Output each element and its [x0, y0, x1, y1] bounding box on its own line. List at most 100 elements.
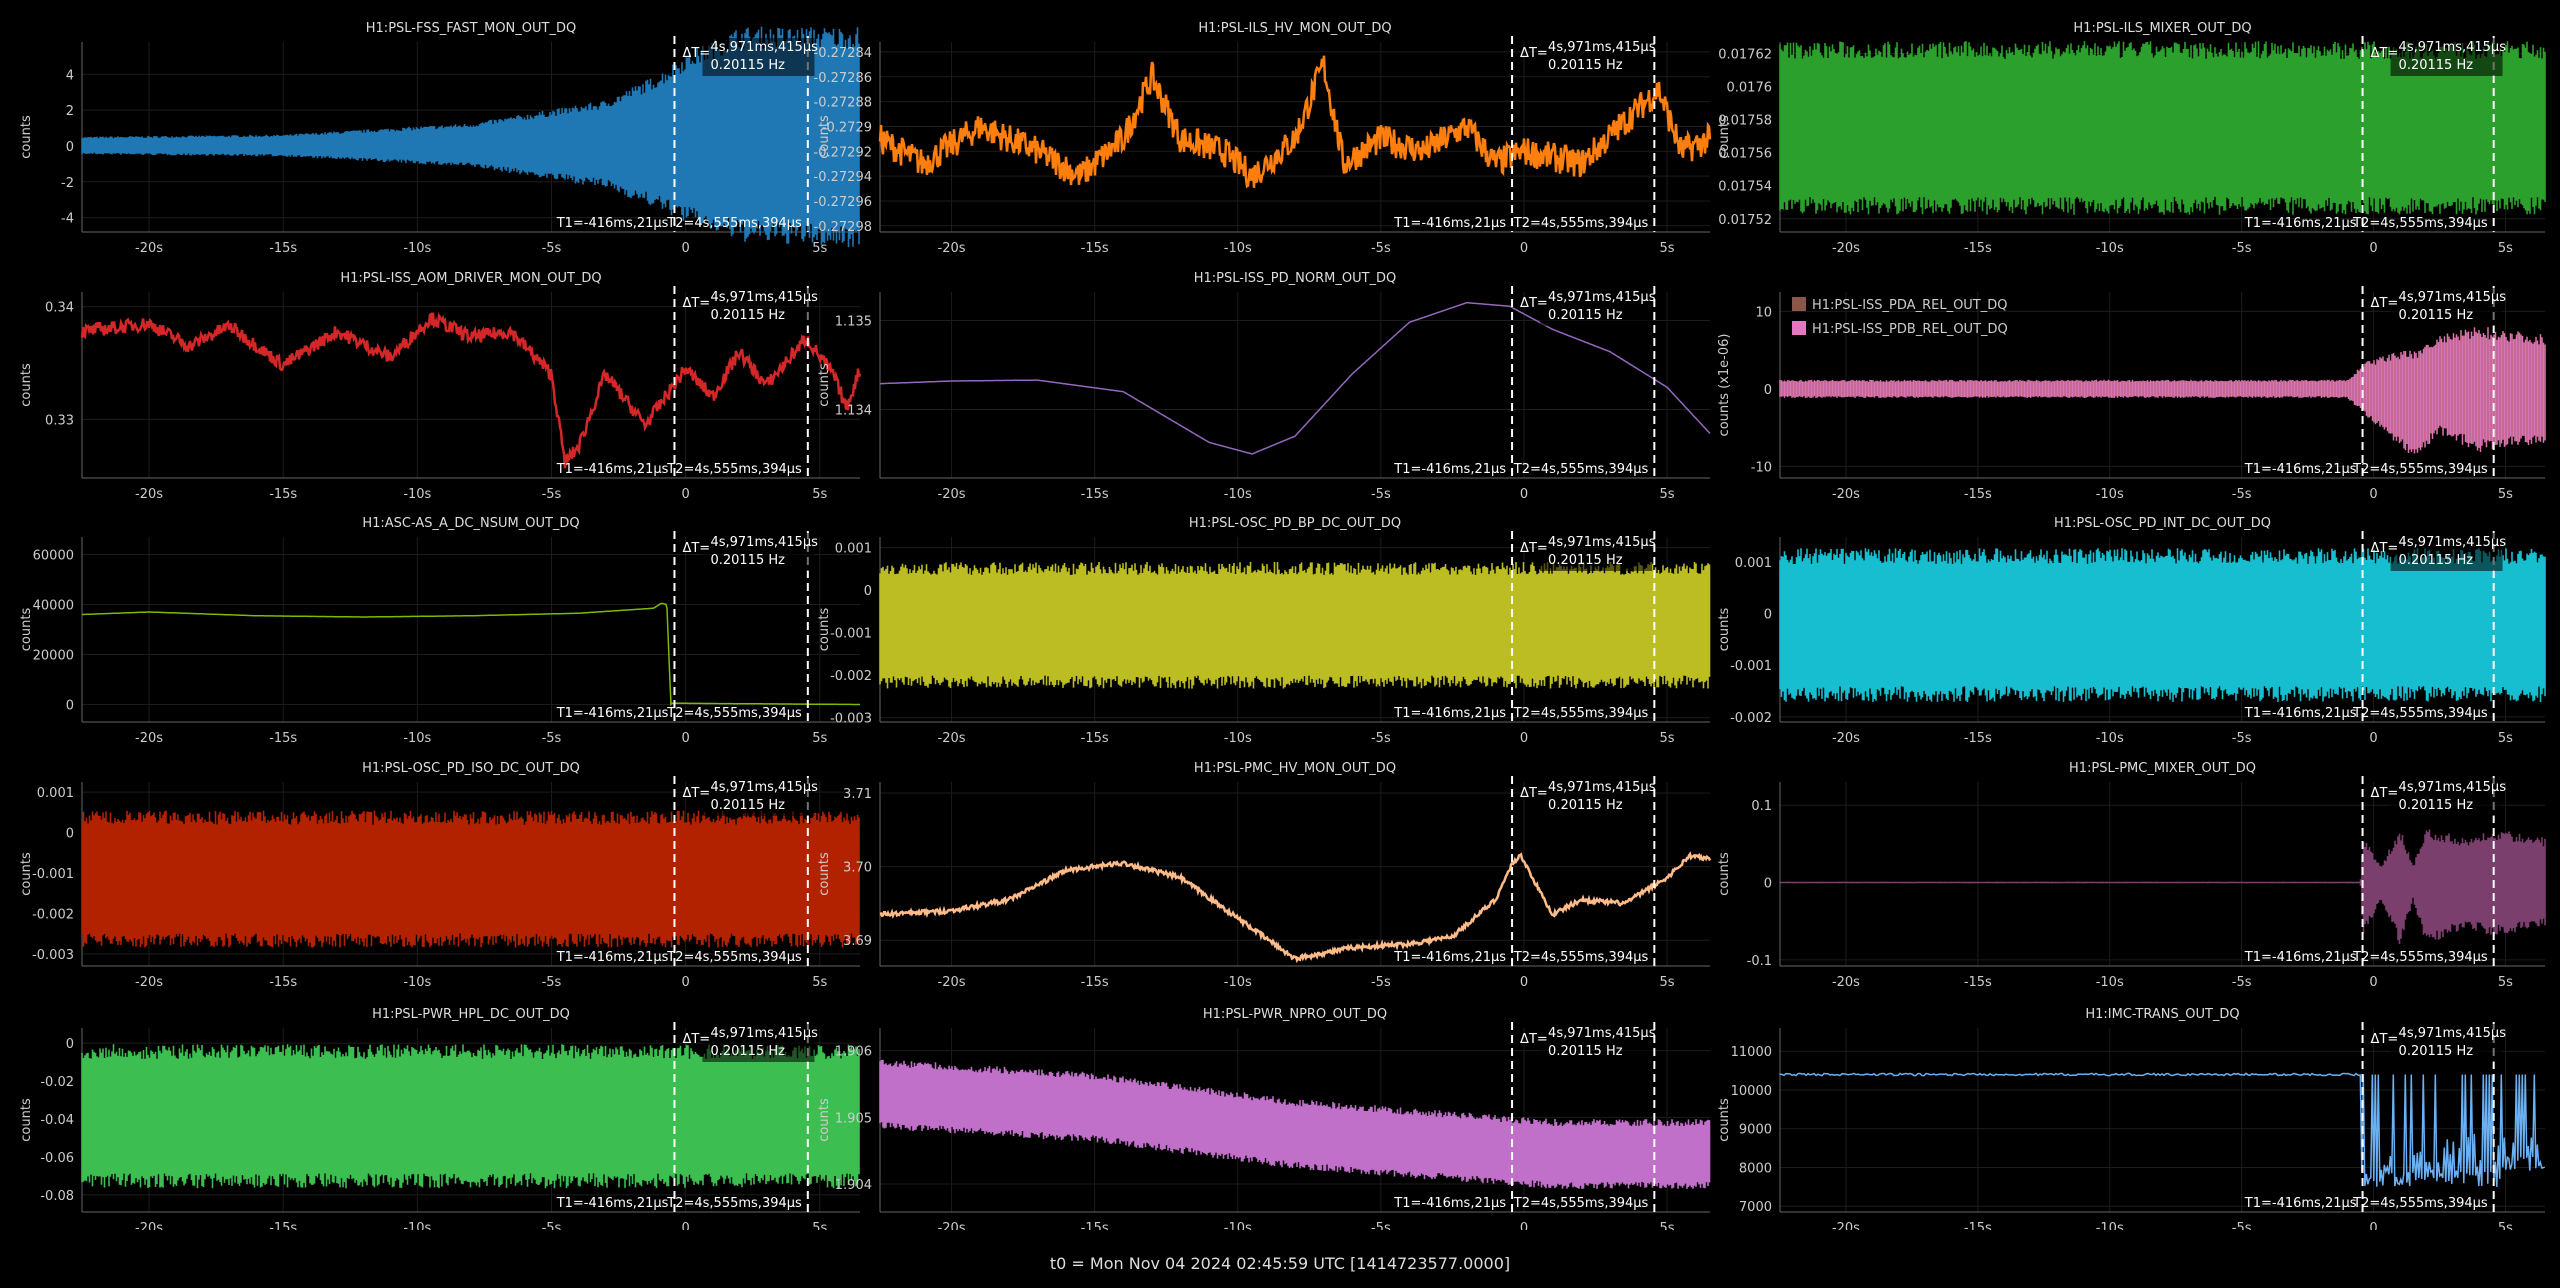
delta-time-label: 4s,971ms,415μs: [1548, 290, 1656, 305]
x-tick-label: 5s: [812, 975, 827, 990]
x-tick-label: -15s: [1081, 487, 1109, 502]
y-tick-label: -0.27286: [814, 71, 872, 86]
x-tick-label: 0: [681, 1221, 689, 1230]
delta-time-label: 4s,971ms,415μs: [710, 535, 818, 550]
plot-title: H1:ASC-AS_A_DC_NSUM_OUT_DQ: [362, 516, 579, 531]
plot-panel: H1:PSL-ISS_PD_NORM_OUT_DQ -20s -15s -10s -5s…: [817, 271, 1711, 502]
delta-label: ΔT=: [682, 786, 710, 801]
t2-label: T2=4s,555ms,394μs: [1513, 1196, 1649, 1211]
y-tick-label: 0.1: [1751, 799, 1772, 814]
y-tick-label: -10: [1751, 460, 1772, 475]
x-tick-label: -15s: [1964, 241, 1992, 256]
delta-time-label: 4s,971ms,415μs: [1548, 1026, 1656, 1041]
delta-freq-label: 0.20115 Hz: [2399, 308, 2474, 323]
t2-label: T2=4s,555ms,394μs: [666, 1196, 802, 1211]
legend-entry: H1:PSL-ISS_PDB_REL_OUT_DQ: [1812, 322, 2008, 337]
y-axis-label: counts: [1717, 608, 1732, 652]
series-line: [1779, 327, 2546, 454]
plot-title: H1:PSL-ISS_PD_NORM_OUT_DQ: [1194, 271, 1397, 286]
plot-panel: -20s -15s -10s -5s 0 5s 10 0 -10 counts (x1e-06) H…: [1717, 286, 2546, 502]
series-line: [82, 602, 860, 707]
y-axis-label: counts: [19, 852, 34, 896]
x-tick-label: 0: [1520, 241, 1528, 256]
x-tick-label: 0: [2369, 487, 2377, 502]
x-tick-label: -10s: [403, 1221, 431, 1230]
plot-title: H1:IMC-TRANS_OUT_DQ: [2085, 1007, 2239, 1022]
x-tick-label: -10s: [2096, 487, 2124, 502]
x-tick-label: 0: [2369, 731, 2377, 746]
delta-box: [702, 38, 815, 76]
x-tick-label: -10s: [2096, 1221, 2124, 1230]
t1-label: T1=-416ms,21μs: [1393, 462, 1506, 477]
plot-panel: H1:PSL-PMC_MIXER_OUT_DQ -20s -15s -10s -5s 0 5…: [1717, 761, 2546, 990]
x-tick-label: -20s: [1832, 975, 1860, 990]
y-tick-label: 0: [1764, 607, 1772, 622]
t0-timestamp: t0 = Mon Nov 04 2024 02:45:59 UTC [14147…: [1049, 1254, 1511, 1273]
y-tick-label: 9000: [1739, 1123, 1772, 1138]
delta-label: ΔT=: [2371, 46, 2399, 61]
x-tick-label: 0: [681, 241, 689, 256]
series-envelope: [1779, 829, 2546, 944]
y-tick-label: 3.69: [843, 934, 872, 949]
y-tick-label: 11000: [1731, 1045, 1772, 1060]
x-tick-label: 0: [2369, 241, 2377, 256]
x-tick-label: -20s: [938, 241, 966, 256]
plot-panel: H1:PSL-FSS_FAST_MON_OUT_DQ -20s -15s -10s -5…: [19, 21, 860, 256]
delta-label: ΔT=: [1520, 296, 1548, 311]
series-trace: [879, 1059, 1711, 1189]
t2-label: T2=4s,555ms,394μs: [666, 462, 802, 477]
delta-box: [1540, 288, 1653, 326]
plot-title: H1:PSL-OSC_PD_BP_DC_OUT_DQ: [1189, 516, 1401, 531]
y-tick-label: -0.27288: [814, 96, 872, 111]
t1-label: T1=-416ms,21μs: [556, 950, 669, 965]
y-tick-label: -0.06: [40, 1151, 74, 1166]
delta-label: ΔT=: [2371, 786, 2399, 801]
y-tick-label: 1.904: [835, 1178, 872, 1193]
x-tick-label: 5s: [2498, 241, 2513, 256]
x-tick-label: 5s: [812, 731, 827, 746]
x-tick-label: -15s: [269, 487, 297, 502]
delta-box: [702, 778, 815, 816]
x-tick-label: -5s: [542, 1221, 562, 1230]
series-trace: [879, 851, 1712, 964]
y-tick-label: -0.27294: [814, 170, 872, 185]
delta-label: ΔT=: [2371, 296, 2399, 311]
delta-label: ΔT=: [682, 541, 710, 556]
series-trace: [1779, 327, 2546, 454]
y-tick-label: 40000: [33, 599, 74, 614]
series-trace: [878, 55, 1712, 189]
delta-time-label: 4s,971ms,415μs: [710, 1026, 818, 1041]
y-tick-label: 8000: [1739, 1161, 1772, 1176]
y-tick-label: -0.27292: [814, 145, 872, 160]
t1-label: T1=-416ms,21μs: [2244, 950, 2357, 965]
delta-freq-label: 0.20115 Hz: [2399, 58, 2474, 73]
series-trace: [879, 561, 1711, 689]
x-tick-label: -20s: [135, 1221, 163, 1230]
x-tick-label: -5s: [542, 975, 562, 990]
delta-box: [702, 1024, 815, 1062]
legend-entry: H1:PSL-ISS_PDA_REL_OUT_DQ: [1812, 298, 2008, 313]
series-line: [879, 851, 1712, 964]
delta-freq-label: 0.20115 Hz: [710, 308, 785, 323]
y-tick-label: 10000: [1731, 1084, 1772, 1099]
plot-panel: H1:PSL-OSC_PD_ISO_DC_OUT_DQ -20s -15s -10s -…: [19, 761, 860, 990]
y-tick-label: -4: [61, 212, 74, 227]
series-trace: [1779, 829, 2546, 944]
t2-label: T2=4s,555ms,394μs: [2352, 706, 2488, 721]
t2-label: T2=4s,555ms,394μs: [666, 950, 802, 965]
y-tick-label: 0: [66, 699, 74, 714]
y-tick-label: -0.04: [40, 1113, 74, 1128]
series-trace: [81, 810, 860, 948]
delta-box: [2390, 778, 2503, 816]
delta-box: [2390, 38, 2503, 76]
y-axis-label: counts (x1e-06): [1717, 334, 1732, 437]
y-tick-label: 20000: [33, 649, 74, 664]
plot-title: H1:PSL-PWR_HPL_DC_OUT_DQ: [372, 1007, 570, 1022]
x-tick-label: 0: [1520, 975, 1528, 990]
x-tick-label: 0: [1520, 731, 1528, 746]
t1-label: T1=-416ms,21μs: [2244, 462, 2357, 477]
y-tick-label: -0.002: [1730, 711, 1772, 726]
x-tick-label: -15s: [1964, 975, 1992, 990]
delta-freq-label: 0.20115 Hz: [710, 553, 785, 568]
y-axis-label: counts: [19, 1098, 34, 1142]
